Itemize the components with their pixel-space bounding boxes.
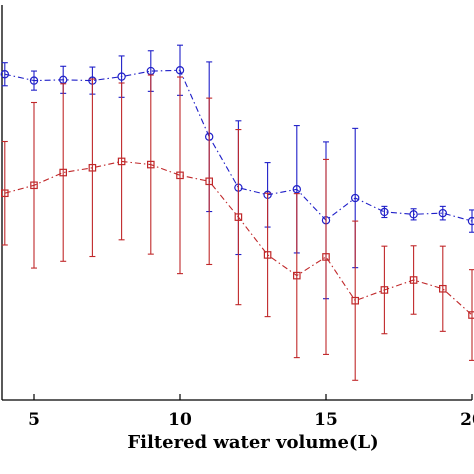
data-point (88, 163, 97, 172)
data-point (380, 207, 389, 217)
data-point (351, 296, 360, 305)
data-point (293, 271, 301, 280)
x-tick-label: 15 (314, 410, 338, 430)
data-point (147, 160, 155, 169)
x-tick-label: 10 (168, 410, 192, 430)
data-point (351, 193, 360, 203)
plot-area: 5 10 15 20 (0, 5, 474, 430)
data-point (409, 210, 418, 219)
data-point (467, 216, 474, 226)
series-line (4, 160, 473, 316)
x-tick-label: 20 (460, 410, 474, 430)
data-point (29, 76, 39, 85)
data-point (263, 251, 272, 259)
data-point (234, 213, 243, 221)
data-point (117, 157, 126, 166)
data-point (292, 185, 301, 194)
series-line (4, 69, 473, 222)
data-point (0, 70, 10, 79)
x-tick-label: 5 (28, 410, 40, 430)
data-point (439, 284, 447, 293)
data-point (409, 276, 418, 284)
data-point (1, 189, 9, 198)
data-point (117, 72, 126, 81)
data-point (438, 208, 447, 218)
data-point (205, 177, 214, 186)
data-point (176, 171, 184, 180)
x-axis-title: Filtered water volume(L) (127, 432, 378, 453)
data-point (380, 286, 389, 294)
data-point (468, 311, 474, 319)
data-point (175, 66, 185, 75)
data-point (59, 168, 68, 177)
data-point (30, 181, 38, 190)
data-point (322, 253, 330, 261)
